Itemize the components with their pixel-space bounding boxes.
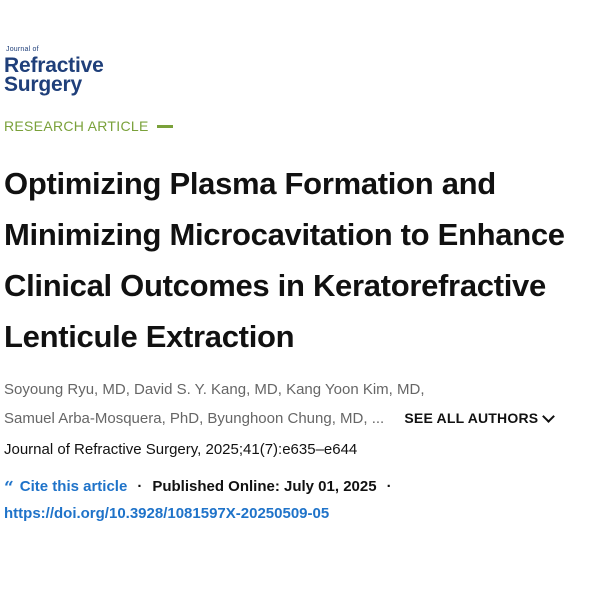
meta-separator-1: · xyxy=(137,478,143,495)
title-line-1: Optimizing Plasma Formation and xyxy=(4,166,496,201)
author-line-1: Soyoung Ryu, MD, David S. Y. Kang, MD, K… xyxy=(4,381,425,398)
article-type-bar xyxy=(156,125,173,128)
see-all-authors-label: SEE ALL AUTHORS xyxy=(404,410,539,426)
article-type-text: RESEARCH ARTICLE xyxy=(4,118,149,134)
logo-line-2: Surgery xyxy=(4,73,82,96)
article-meta-row: “ Cite this article · Published Online: … xyxy=(4,478,392,498)
article-title: Optimizing Plasma Formation and Minimizi… xyxy=(4,158,594,362)
author-line-2-wrapper: Samuel Arba-Mosquera, PhD, Byunghoon Chu… xyxy=(4,404,596,433)
quote-icon: “ xyxy=(4,478,14,498)
title-line-4: Lenticule Extraction xyxy=(4,319,295,354)
see-all-authors-button[interactable]: SEE ALL AUTHORS xyxy=(404,404,556,433)
article-type-label: RESEARCH ARTICLE xyxy=(4,118,173,134)
meta-separator-2: · xyxy=(386,478,392,495)
journal-citation: Journal of Refractive Surgery, 2025;41(7… xyxy=(4,441,358,458)
title-line-3: Clinical Outcomes in Keratorefractive xyxy=(4,268,546,303)
author-line-2: Samuel Arba-Mosquera, PhD, Byunghoon Chu… xyxy=(4,410,385,427)
title-line-2: Minimizing Microcavitation to Enhance xyxy=(4,217,565,252)
author-list: Soyoung Ryu, MD, David S. Y. Kang, MD, K… xyxy=(4,375,596,433)
chevron-down-icon xyxy=(542,410,556,423)
logo-line-1: Refractive xyxy=(4,54,104,77)
doi-link[interactable]: https://doi.org/10.3928/1081597X-2025050… xyxy=(4,505,330,522)
cite-article-label: Cite this article xyxy=(19,478,128,495)
published-date: Published Online: July 01, 2025 xyxy=(152,478,377,495)
logo-small-text: Journal of xyxy=(6,46,39,53)
cite-article-link[interactable]: “ Cite this article xyxy=(4,478,128,498)
